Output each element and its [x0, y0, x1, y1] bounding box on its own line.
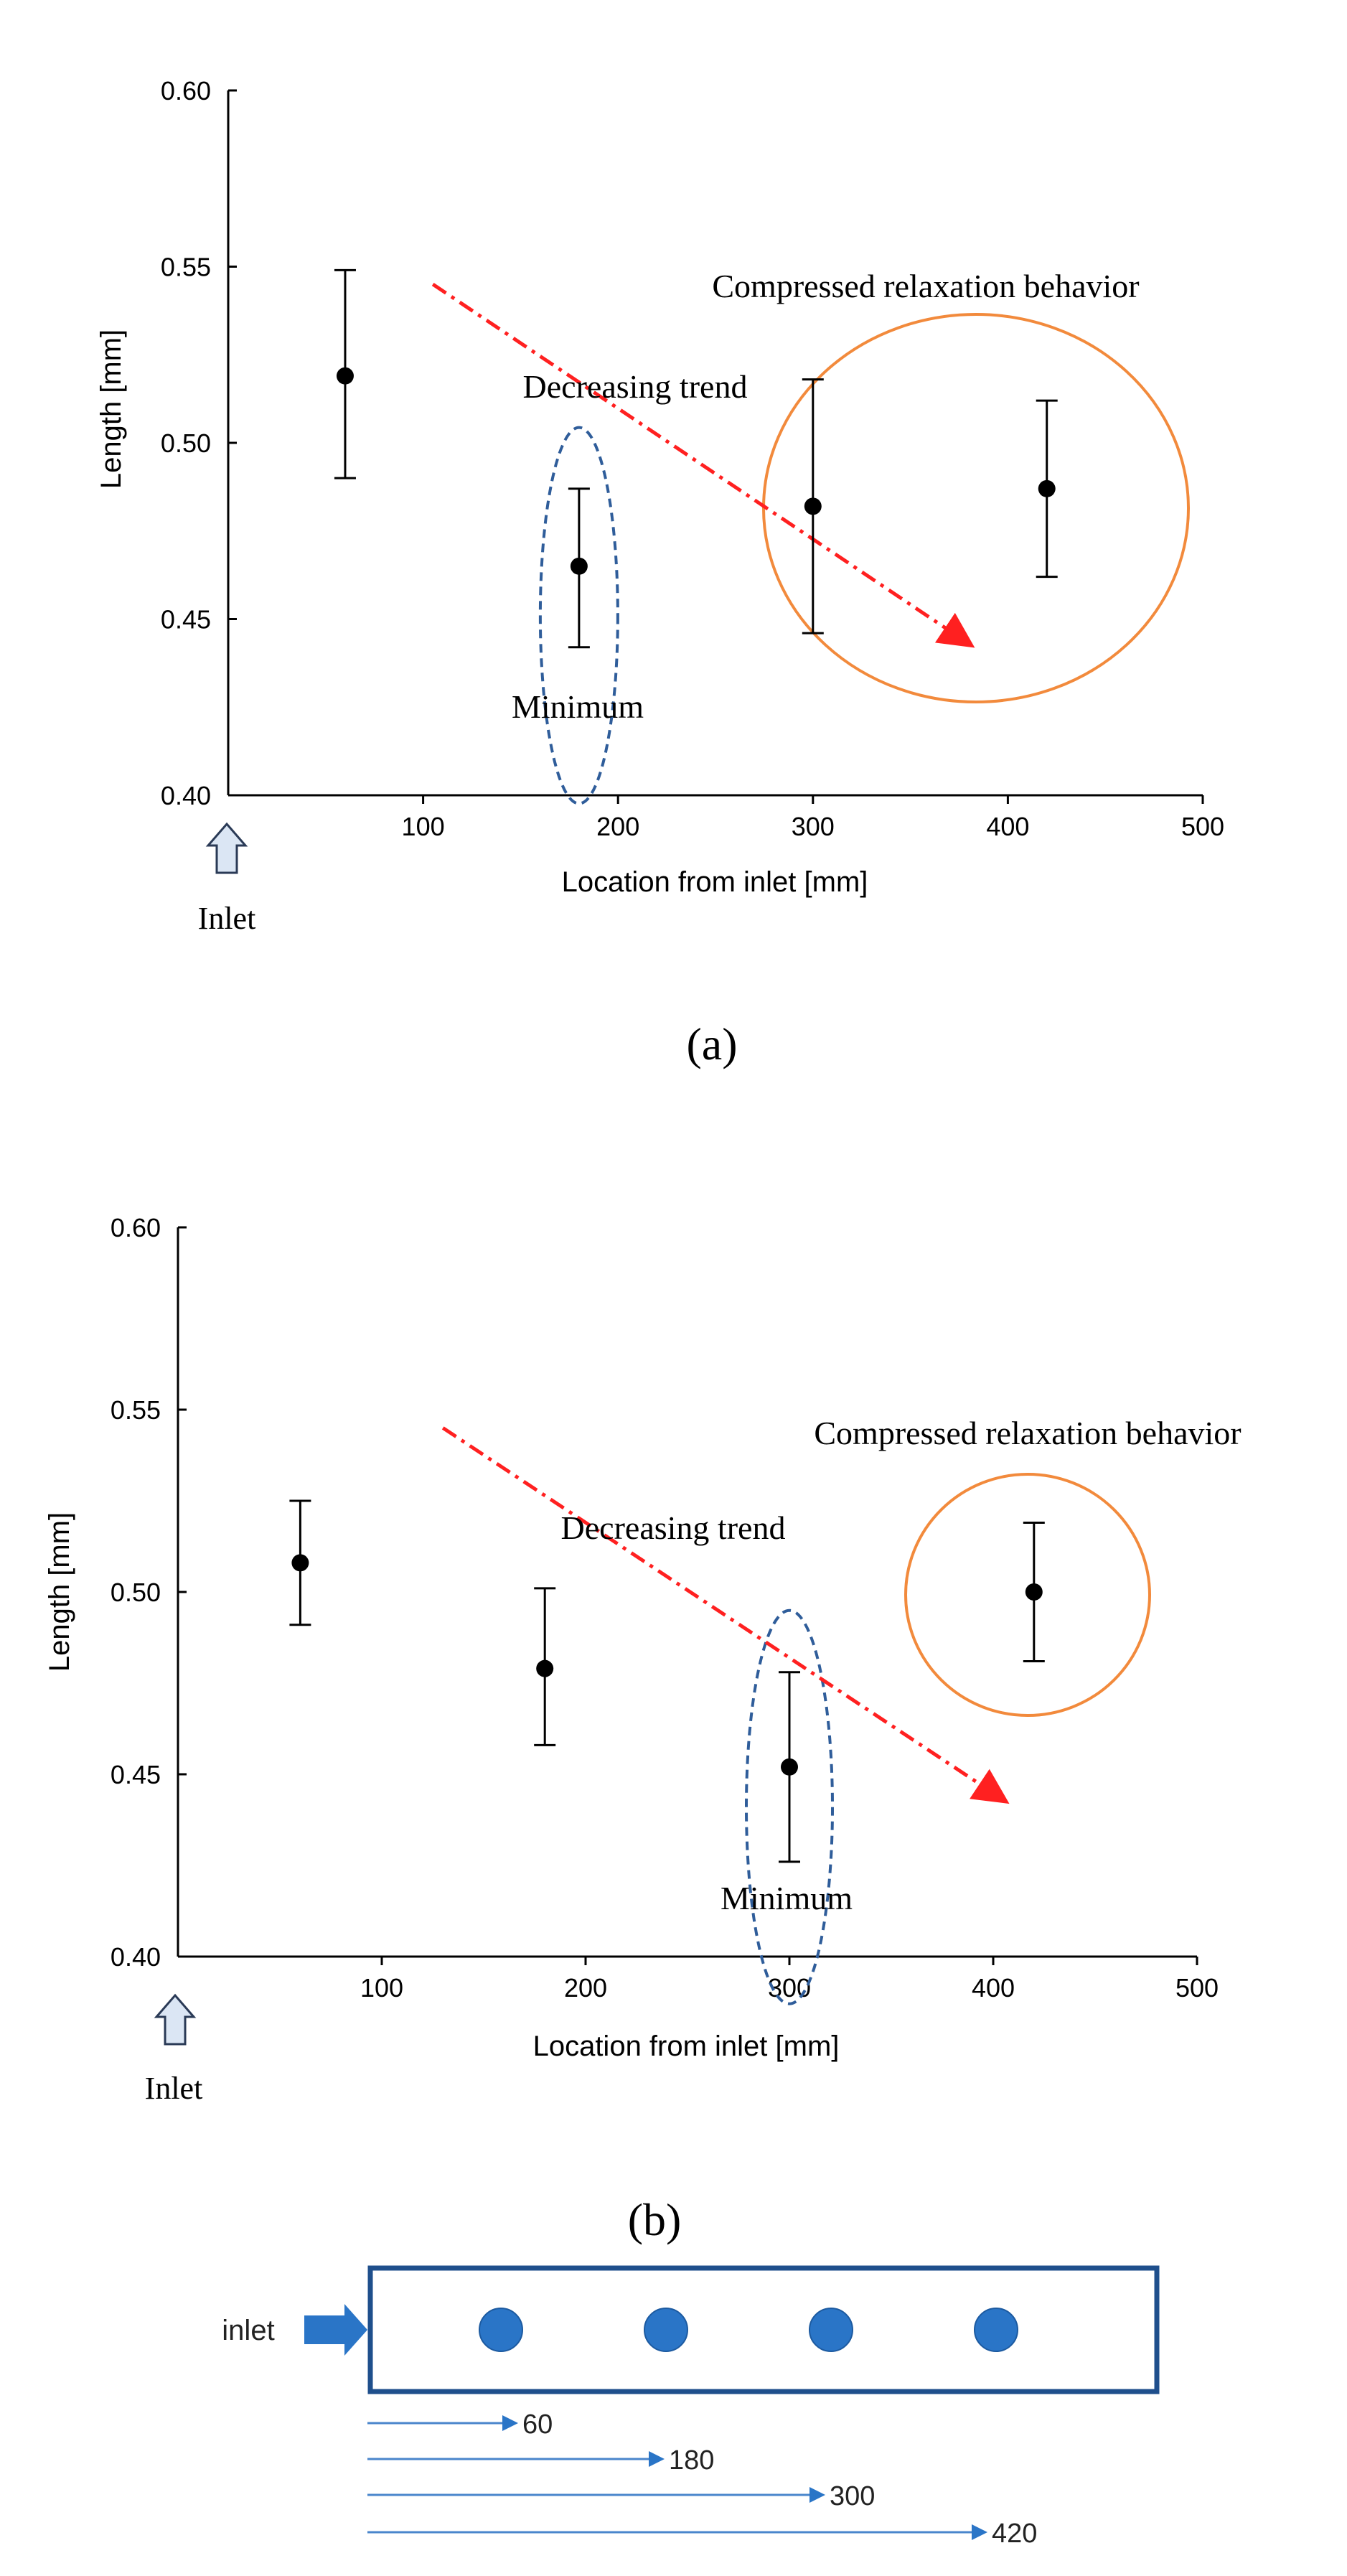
- inlet-up-arrow-icon: [205, 822, 248, 874]
- chart-a-highlight-label: Compressed relaxation behavior: [712, 268, 1139, 304]
- data-point: [336, 367, 354, 385]
- sensor-dot: [974, 2308, 1018, 2352]
- schematic-dots: [479, 2308, 1018, 2352]
- data-point: [1025, 1583, 1043, 1601]
- sensor-dot: [809, 2308, 853, 2352]
- x-tick-label: 100: [402, 812, 445, 841]
- highlight-circle: [904, 1473, 1151, 1717]
- data-point: [570, 557, 588, 575]
- position-label: 180: [669, 2445, 714, 2476]
- x-tick-label: 500: [1181, 812, 1224, 841]
- x-tick-label: 100: [360, 1973, 403, 2003]
- chart-b-minimum-label: Minimum: [721, 1880, 853, 1916]
- chart-b-trend-label: Decreasing trend: [561, 1509, 786, 1546]
- position-label: 300: [830, 2481, 875, 2511]
- data-point: [291, 1554, 309, 1572]
- chart-a-inlet-label: Inlet: [198, 901, 256, 936]
- y-tick-label: 0.55: [111, 1395, 161, 1425]
- data-point: [1038, 479, 1056, 497]
- y-tick-label: 0.40: [161, 781, 211, 810]
- x-tick-label: 400: [972, 1973, 1015, 2003]
- chart-a-trend-label: Decreasing trend: [523, 368, 748, 405]
- x-tick-label: 200: [564, 1973, 607, 2003]
- chart-b-inlet-label: Inlet: [145, 2071, 203, 2106]
- position-arrow-head: [809, 2487, 825, 2503]
- x-tick-label: 300: [768, 1973, 811, 2003]
- channel-box: [367, 2265, 1160, 2394]
- chart-a-xlabel: Location from inlet [mm]: [562, 866, 868, 898]
- inlet-arrow-icon: [304, 2304, 367, 2356]
- chart-b-axes: 0.40 0.45 0.50 0.55 0.60 100 200 300 400 500: [111, 1213, 1219, 2003]
- trend-arrow: [431, 282, 975, 648]
- y-tick-label: 0.55: [161, 253, 211, 282]
- sensor-dot: [644, 2308, 688, 2352]
- minimum-ellipse: [745, 1608, 834, 2005]
- position-arrow-head: [972, 2524, 987, 2540]
- panel-b-label: (b): [628, 2194, 682, 2245]
- chart-panel-b: 0.40 0.45 0.50 0.55 0.60 100 200 300 400 500 Leng…: [44, 1213, 1242, 2245]
- position-label: 420: [992, 2519, 1037, 2549]
- chart-b-ylabel: Length [mm]: [44, 1512, 75, 1672]
- inlet-up-arrow-icon: [154, 1993, 197, 2046]
- chart-a-marks: [205, 268, 1190, 874]
- y-tick-label: 0.45: [111, 1760, 161, 1789]
- y-tick-label: 0.40: [111, 1942, 161, 1972]
- x-tick-label: 300: [792, 812, 835, 841]
- chart-a-ylabel: Length [mm]: [95, 329, 127, 489]
- data-point: [804, 497, 822, 515]
- sensor-dot: [479, 2308, 523, 2352]
- y-tick-label: 0.45: [161, 605, 211, 634]
- y-tick-label: 0.50: [161, 428, 211, 458]
- y-tick-label: 0.50: [111, 1578, 161, 1607]
- inlet-schematic: inlet 60 180 300 420: [222, 2265, 1160, 2549]
- data-point: [781, 1758, 798, 1776]
- chart-b-highlight-label: Compressed relaxation behavior: [814, 1415, 1241, 1451]
- x-tick-label: 500: [1175, 1973, 1219, 2003]
- schematic-inlet-label: inlet: [222, 2315, 274, 2346]
- panel-a-label: (a): [686, 1018, 737, 1069]
- trend-arrow: [441, 1426, 1010, 1804]
- position-label: 60: [522, 2409, 553, 2440]
- chart-a-axes: 0.40 0.45 0.50 0.55 0.60 100 200 300 400 500: [161, 76, 1224, 841]
- schematic-position-arrows: 60 180 300 420: [367, 2409, 1037, 2549]
- y-tick-label: 0.60: [161, 76, 211, 106]
- x-tick-label: 200: [596, 812, 639, 841]
- y-tick-label: 0.60: [111, 1213, 161, 1242]
- highlight-circle: [762, 313, 1190, 703]
- chart-b-xlabel: Location from inlet [mm]: [533, 2031, 840, 2062]
- chart-panel-a: 0.40 0.45 0.50 0.55 0.60 100 200 300 400 500 Leng…: [95, 76, 1224, 1069]
- position-arrow-head: [502, 2415, 518, 2431]
- position-arrow-head: [649, 2451, 665, 2467]
- x-tick-label: 400: [986, 812, 1029, 841]
- chart-a-minimum-label: Minimum: [512, 688, 644, 725]
- chart-b-marks: [154, 1426, 1151, 2046]
- minimum-ellipse: [538, 426, 619, 805]
- data-point: [536, 1659, 554, 1677]
